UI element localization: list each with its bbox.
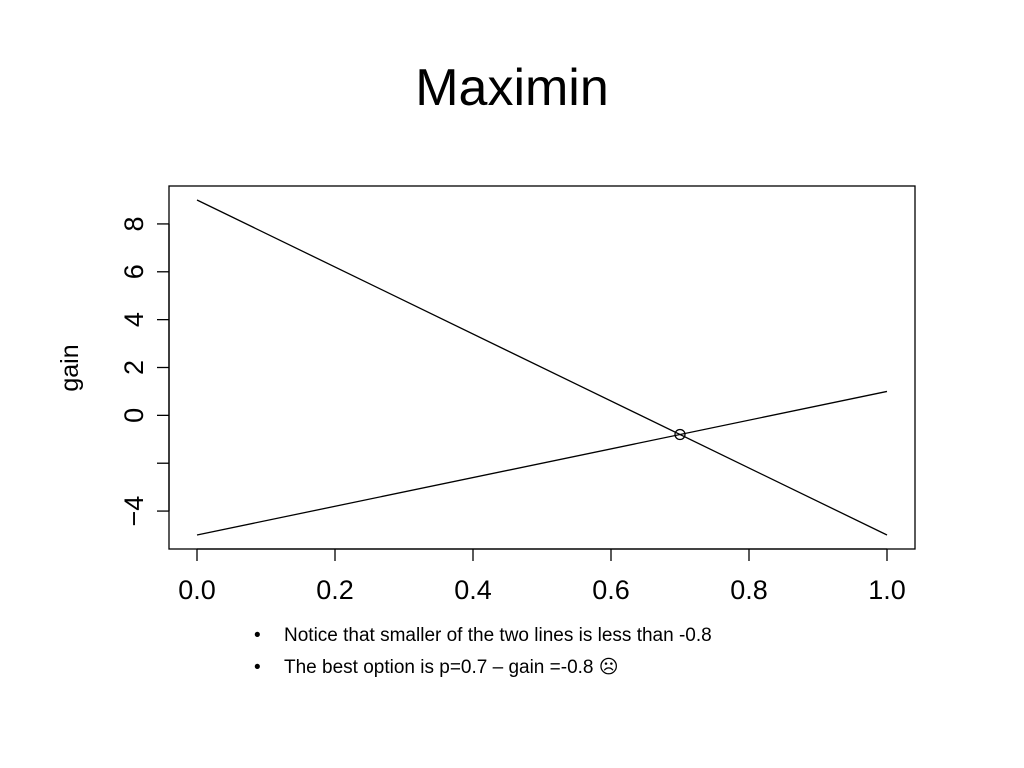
x-tick-label: 0.8 xyxy=(730,575,768,605)
series-line-1 xyxy=(196,199,888,536)
bullet-item: • Notice that smaller of the two lines i… xyxy=(254,620,712,652)
bullet-marker: • xyxy=(254,657,261,678)
y-tick-label: −4 xyxy=(119,496,149,527)
bullet-list: • Notice that smaller of the two lines i… xyxy=(254,620,712,684)
x-tick-label: 1.0 xyxy=(868,575,906,605)
y-tick-label: 6 xyxy=(119,264,149,279)
y-axis: −4 0 2 4 6 8 xyxy=(119,216,170,527)
y-tick-label: 4 xyxy=(119,312,149,327)
intersection-marker xyxy=(674,428,686,441)
y-tick-label: 8 xyxy=(119,216,149,231)
y-tick-label: 0 xyxy=(119,408,149,423)
y-tick-label: 2 xyxy=(119,360,149,375)
marker-layer xyxy=(674,428,686,441)
bullet-marker: • xyxy=(254,625,261,646)
y-axis-label: gain xyxy=(56,344,84,391)
x-tick-label: 0.0 xyxy=(178,575,216,605)
x-tick-label: 0.4 xyxy=(454,575,492,605)
series-layer xyxy=(196,199,888,536)
bullet-text: Notice that smaller of the two lines is … xyxy=(284,625,712,646)
bullet-text: The best option is p=0.7 – gain =-0.8 ☹ xyxy=(284,657,619,678)
x-tick-label: 0.2 xyxy=(316,575,354,605)
series-line-2 xyxy=(196,390,888,536)
x-tick-label: 0.6 xyxy=(592,575,630,605)
bullet-item: • The best option is p=0.7 – gain =-0.8 … xyxy=(254,652,712,684)
slide-title: Maximin xyxy=(415,59,609,117)
x-axis: 0.0 0.2 0.4 0.6 0.8 1.0 xyxy=(178,548,906,605)
